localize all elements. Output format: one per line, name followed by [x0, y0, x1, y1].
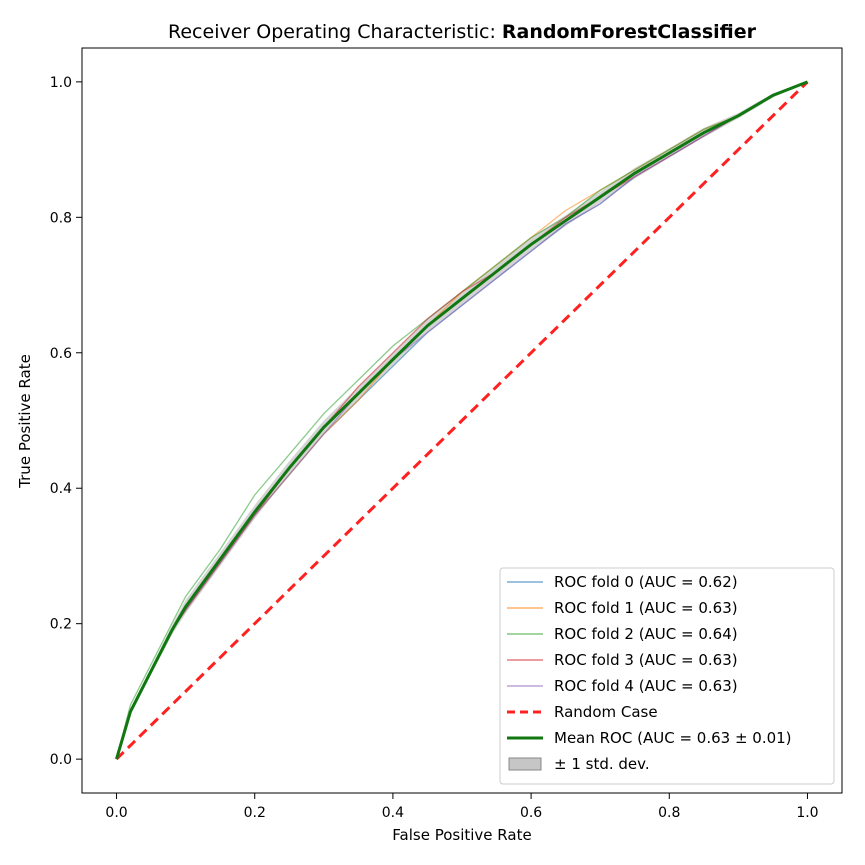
- y-tick-label: 0.0: [50, 752, 72, 768]
- y-tick-label: 0.4: [50, 481, 72, 497]
- legend-label-7: ± 1 std. dev.: [554, 755, 650, 773]
- y-tick-label: 1.0: [50, 75, 72, 91]
- random-case-line: [115, 80, 809, 761]
- legend: ROC fold 0 (AUC = 0.62) ROC fold 1 (AUC =…: [499, 567, 835, 785]
- chart-title: Receiver Operating Characteristic: Rando…: [168, 21, 757, 43]
- legend-label-0: ROC fold 0 (AUC = 0.62): [554, 573, 738, 591]
- x-tick-label: 1.0: [796, 805, 818, 821]
- x-tick-label: 0.6: [520, 805, 542, 821]
- legend-label-3: ROC fold 3 (AUC = 0.63): [554, 651, 738, 669]
- x-axis-label: False Positive Rate: [392, 826, 531, 844]
- title-prefix: Receiver Operating Characteristic:: [168, 21, 502, 43]
- y-tick-label: 0.8: [50, 210, 72, 226]
- legend-label-1: ROC fold 1 (AUC = 0.63): [554, 599, 738, 617]
- x-tick-label: 0.4: [382, 805, 404, 821]
- title-model: RandomForestClassifier: [502, 21, 757, 43]
- y-axis-label: True Positive Rate: [16, 354, 34, 489]
- legend-label-4: ROC fold 4 (AUC = 0.63): [554, 677, 738, 695]
- x-tick-label: 0.0: [105, 805, 127, 821]
- legend-label-5: Random Case: [554, 703, 658, 721]
- x-tick-label: 0.8: [658, 805, 680, 821]
- legend-swatch-std-dev: [508, 757, 542, 771]
- legend-label-6: Mean ROC (AUC = 0.63 ± 0.01): [554, 729, 792, 747]
- x-tick-label: 0.2: [244, 805, 266, 821]
- y-tick-label: 0.2: [50, 617, 72, 633]
- y-tick-label: 0.6: [50, 346, 72, 362]
- mean-roc-line: [115, 80, 809, 760]
- legend-label-2: ROC fold 2 (AUC = 0.64): [554, 625, 738, 643]
- legend-box: [499, 567, 835, 785]
